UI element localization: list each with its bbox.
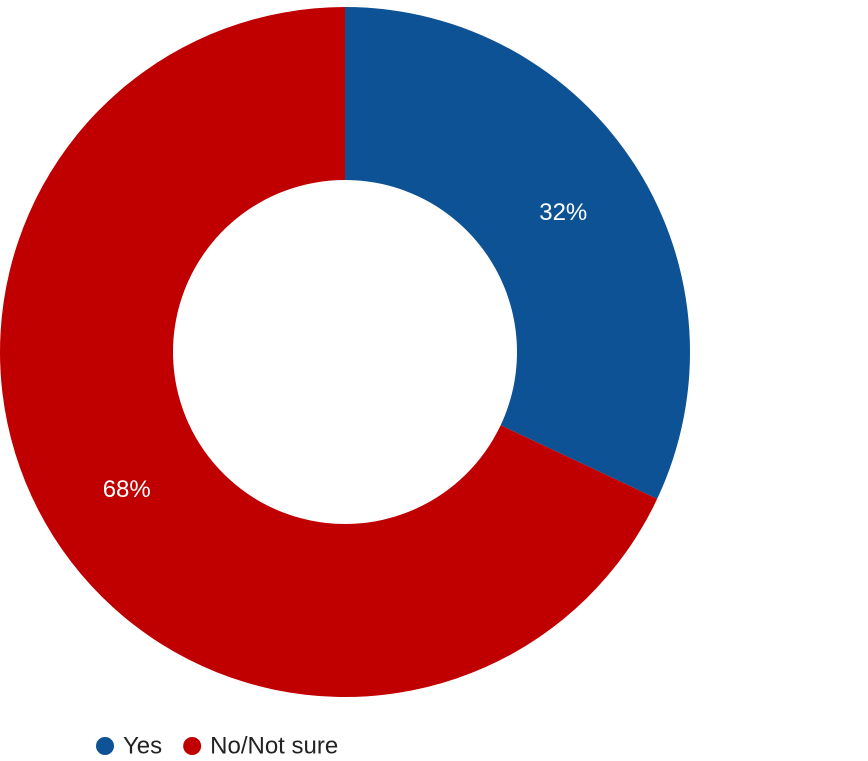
donut: 32% 68% bbox=[0, 7, 690, 697]
legend-marker bbox=[183, 737, 202, 755]
legend-label: No/Not sure bbox=[210, 732, 338, 759]
donut-slice bbox=[345, 7, 690, 499]
donut-slice bbox=[0, 7, 658, 697]
value-label: 32% bbox=[539, 199, 587, 226]
value-label: 68% bbox=[103, 476, 151, 503]
legend: Yes No/Not sure bbox=[96, 732, 338, 759]
legend-marker bbox=[96, 737, 114, 755]
legend-label: Yes bbox=[123, 732, 162, 759]
